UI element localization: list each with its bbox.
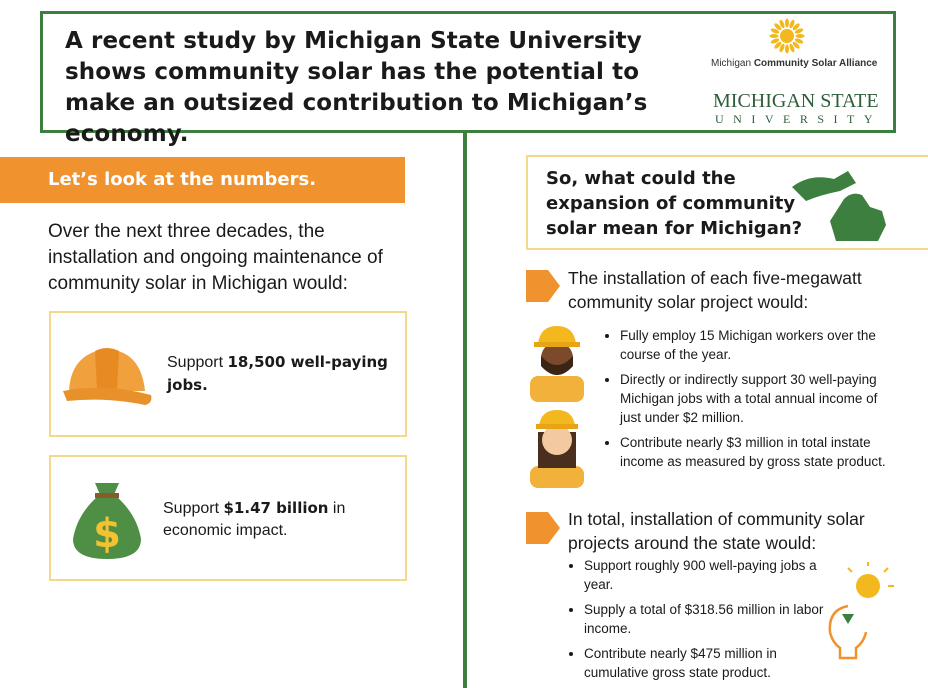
arrow-marker — [526, 270, 560, 302]
arrow-marker — [526, 512, 560, 544]
header-box: A recent study by Michigan State Univers… — [40, 11, 896, 147]
sun-ray — [792, 23, 800, 31]
bullet-list: Support roughly 900 well-paying jobs a y… — [566, 556, 829, 688]
bullet: Contribute nearly $475 million in cumula… — [584, 644, 829, 682]
sun-ray — [789, 43, 795, 53]
sun-ray — [794, 28, 804, 34]
sun-ray — [779, 43, 785, 53]
stat-post: in economic impact. — [163, 500, 346, 539]
alliance-pre: Michigan — [711, 58, 752, 69]
stat-bold: 18,500 well-paying jobs. — [167, 353, 388, 394]
msu-logo: MICHIGAN STATE — [713, 90, 879, 112]
intro: Over the next three decades, the install… — [48, 221, 383, 294]
svg-text:$: $ — [93, 511, 121, 557]
banner-text: Let’s look at the numbers. — [48, 169, 317, 190]
title: A recent study by Michigan State Univers… — [65, 28, 648, 147]
bullet: Support roughly 900 well-paying jobs a y… — [584, 556, 829, 594]
alliance-logo: Michigan Community Solar Alliance — [711, 58, 877, 69]
sun-ray — [779, 19, 785, 29]
sun-ray — [792, 41, 800, 49]
stat-text: Support 18,500 well-paying jobs. — [167, 351, 397, 397]
banner: Let’s look at the numbers. — [0, 157, 405, 203]
michigan-map — [792, 171, 886, 241]
bullet-list: Fully employ 15 Michigan workers over th… — [602, 326, 895, 477]
sun-ray — [789, 19, 795, 29]
section-heading: The installation of each five-megawatt c… — [568, 268, 862, 312]
sun-ray — [774, 23, 782, 31]
sun-ray — [794, 38, 804, 44]
stat-card: Support 18,500 well-paying jobs. — [49, 311, 407, 437]
question-box: So, what could the expansion of communit… — [526, 155, 928, 250]
sun-ray — [795, 34, 805, 38]
money-bag-icon: $ — [73, 483, 141, 559]
workers-icon — [530, 326, 584, 488]
bullet: Fully employ 15 Michigan workers over th… — [620, 326, 895, 364]
stat-text: Support $1.47 billion in economic impact… — [163, 497, 398, 542]
sun-ray — [785, 18, 789, 28]
bullet: Directly or indirectly support 30 well-p… — [620, 370, 895, 427]
msu-logo-sub: UNIVERSITY — [715, 112, 882, 126]
stat-pre: Support — [163, 500, 220, 517]
sun-ray — [770, 28, 780, 34]
lightbulb-icon — [828, 562, 894, 660]
bullet: Supply a total of $318.56 million in lab… — [584, 600, 829, 638]
bullet: Contribute nearly $3 million in total in… — [620, 433, 895, 471]
sun-ray — [774, 41, 782, 49]
sun-ray — [785, 44, 789, 54]
sun-logo — [769, 18, 805, 54]
stat-pre: Support — [167, 354, 224, 371]
alliance-bold: Community Solar Alliance — [753, 58, 878, 69]
divider — [463, 130, 467, 688]
sun-ray — [770, 38, 780, 44]
question: So, what could the expansion of communit… — [546, 168, 803, 239]
sun-ray — [769, 34, 779, 38]
section-heading: In total, installation of community sola… — [568, 509, 865, 553]
stat-card: $ Support $1.47 billion in economic impa… — [49, 455, 407, 581]
hard-hat-icon — [63, 348, 152, 405]
stat-bold: $1.47 billion — [223, 499, 329, 517]
